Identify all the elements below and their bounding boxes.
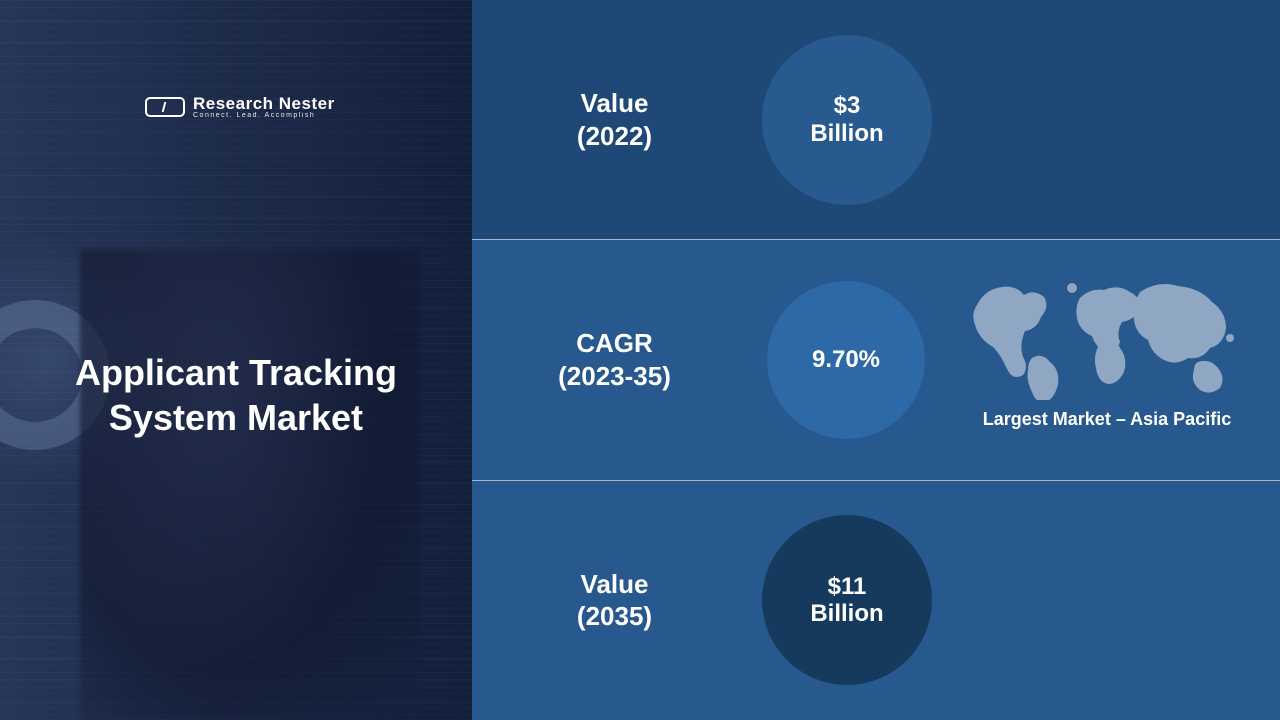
right-panel: Value (2022) $3 Billion CAGR (2023-35) 9… bbox=[472, 0, 1280, 720]
metric-value-line1: $3 bbox=[834, 92, 861, 119]
metric-label-line1: CAGR bbox=[576, 328, 653, 358]
brand-name: Research Nester bbox=[193, 95, 335, 112]
metric-row-value-2035: Value (2035) $11 Billion bbox=[472, 481, 1280, 720]
metric-value-line1: 9.70% bbox=[812, 346, 880, 374]
metric-label-line2: (2022) bbox=[577, 121, 652, 151]
brand-logo-text: Research Nester Connect. Lead. Accomplis… bbox=[193, 95, 335, 119]
metric-value-circle: $11 Billion bbox=[762, 515, 932, 685]
metric-row-value-2022: Value (2022) $3 Billion bbox=[472, 0, 1280, 239]
report-title: Applicant Tracking System Market bbox=[0, 350, 472, 440]
metric-value-circle: 9.70% bbox=[767, 281, 925, 439]
left-panel: Research Nester Connect. Lead. Accomplis… bbox=[0, 0, 472, 720]
metric-label: Value (2035) bbox=[472, 568, 757, 633]
chain-link-icon bbox=[145, 97, 185, 117]
metric-label-line1: Value bbox=[581, 569, 649, 599]
metric-label: Value (2022) bbox=[472, 87, 757, 152]
metric-value-line2: Billion bbox=[810, 600, 883, 627]
metric-value-circle: $3 Billion bbox=[762, 35, 932, 205]
largest-market-block: Largest Market – Asia Pacific bbox=[962, 270, 1252, 430]
metric-label: CAGR (2023-35) bbox=[472, 327, 757, 392]
metric-value-line1: $11 bbox=[828, 573, 867, 600]
metric-label-line2: (2035) bbox=[577, 601, 652, 631]
decorative-silhouette bbox=[80, 250, 420, 720]
world-map-icon bbox=[962, 270, 1252, 400]
brand-logo: Research Nester Connect. Lead. Accomplis… bbox=[145, 95, 335, 119]
largest-market-caption: Largest Market – Asia Pacific bbox=[962, 409, 1252, 430]
metric-label-line1: Value bbox=[581, 88, 649, 118]
metric-value-line2: Billion bbox=[810, 120, 883, 147]
metric-row-cagr: CAGR (2023-35) 9.70% Largest Ma bbox=[472, 240, 1280, 479]
metric-label-line2: (2023-35) bbox=[558, 361, 671, 391]
brand-tagline: Connect. Lead. Accomplish bbox=[193, 112, 335, 119]
